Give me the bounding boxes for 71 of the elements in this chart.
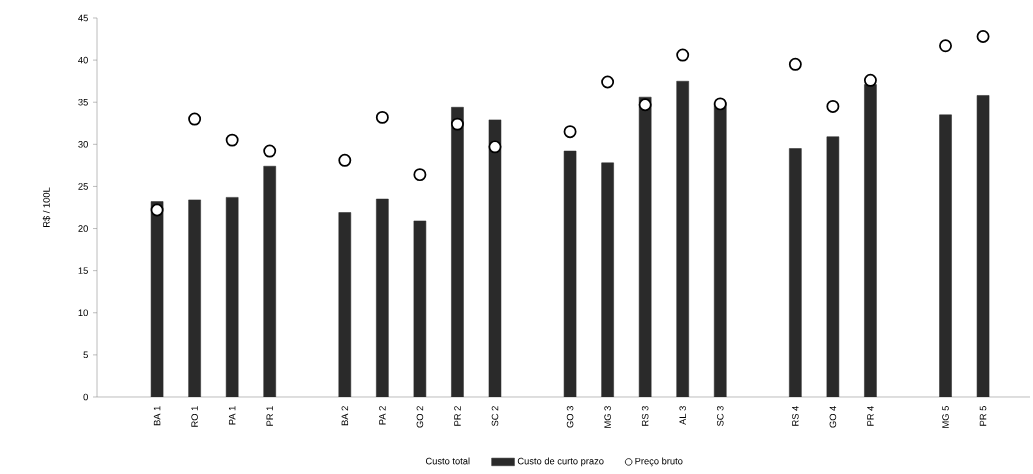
x-tick-label: GO 4 bbox=[829, 405, 837, 428]
point bbox=[713, 97, 727, 111]
x-tick-label: PR 4 bbox=[867, 405, 874, 426]
point bbox=[601, 75, 615, 89]
bar bbox=[150, 201, 164, 397]
y-tick-label: 30 bbox=[78, 141, 88, 148]
point bbox=[413, 168, 427, 182]
x-tick-label: GO 2 bbox=[416, 406, 424, 428]
legend-label: Custo de curto prazo bbox=[517, 457, 604, 467]
bar bbox=[713, 101, 727, 397]
bar bbox=[338, 212, 352, 397]
y-tick-label: 45 bbox=[78, 14, 88, 22]
bar bbox=[563, 150, 577, 397]
x-tick-label: GO 3 bbox=[566, 406, 574, 428]
y-tick-label: 35 bbox=[78, 98, 88, 106]
bar bbox=[601, 162, 614, 397]
x-tick-label: PR 1 bbox=[266, 406, 273, 426]
point bbox=[976, 30, 990, 43]
point bbox=[225, 133, 239, 147]
point bbox=[338, 153, 352, 167]
x-tick-label: PR 2 bbox=[454, 406, 461, 426]
x-tick-label: BA 2 bbox=[341, 406, 349, 426]
bar bbox=[451, 107, 464, 397]
x-tick-label: MG 3 bbox=[604, 406, 611, 428]
point bbox=[826, 99, 840, 113]
bar bbox=[488, 119, 502, 397]
x-tick-label: SC 3 bbox=[716, 406, 724, 427]
bar bbox=[263, 165, 276, 397]
point bbox=[788, 57, 802, 71]
y-axis-title: R$ / 100L bbox=[42, 187, 51, 227]
x-tick-label: RO 1 bbox=[191, 406, 198, 427]
text: Custo total bbox=[425, 457, 470, 465]
bar bbox=[676, 80, 689, 397]
x-tick-label: MG 5 bbox=[942, 406, 949, 428]
bar bbox=[225, 197, 239, 397]
bar bbox=[939, 114, 952, 397]
bar bbox=[826, 136, 840, 397]
y-tick-label: 5 bbox=[83, 351, 88, 359]
y-tick-label: 15 bbox=[78, 267, 88, 274]
point bbox=[638, 98, 652, 112]
y-tick-label: 25 bbox=[78, 183, 88, 190]
y-tick-label: 0 bbox=[83, 393, 88, 401]
x-tick-label: RS 4 bbox=[792, 405, 799, 426]
point bbox=[188, 112, 202, 126]
x-tick-label: PA 2 bbox=[379, 406, 386, 425]
x-tick-label: PA 1 bbox=[228, 406, 236, 425]
bar bbox=[413, 220, 427, 397]
bar bbox=[638, 96, 652, 397]
point bbox=[375, 110, 389, 124]
point bbox=[563, 125, 577, 139]
point bbox=[263, 144, 277, 158]
y-tick-label: 40 bbox=[78, 56, 88, 64]
bar bbox=[976, 95, 990, 397]
y-tick-label: 10 bbox=[78, 309, 88, 317]
point bbox=[863, 73, 877, 87]
y-tick-label: 20 bbox=[78, 225, 88, 232]
bar bbox=[188, 199, 201, 397]
x-tick-label: SC 2 bbox=[491, 406, 499, 427]
bar bbox=[789, 148, 802, 397]
x-tick-label: PR 5 bbox=[979, 406, 987, 426]
point bbox=[450, 117, 464, 131]
x-tick-label: AL 3 bbox=[679, 406, 686, 425]
bar bbox=[864, 84, 877, 397]
point bbox=[150, 203, 164, 217]
point bbox=[488, 140, 502, 154]
point bbox=[939, 39, 952, 53]
bar bbox=[376, 198, 389, 397]
legend-label: Preço bruto bbox=[635, 457, 683, 467]
point bbox=[676, 48, 690, 62]
x-tick-label: RS 3 bbox=[641, 406, 649, 426]
x-tick-label: BA 1 bbox=[153, 406, 161, 426]
